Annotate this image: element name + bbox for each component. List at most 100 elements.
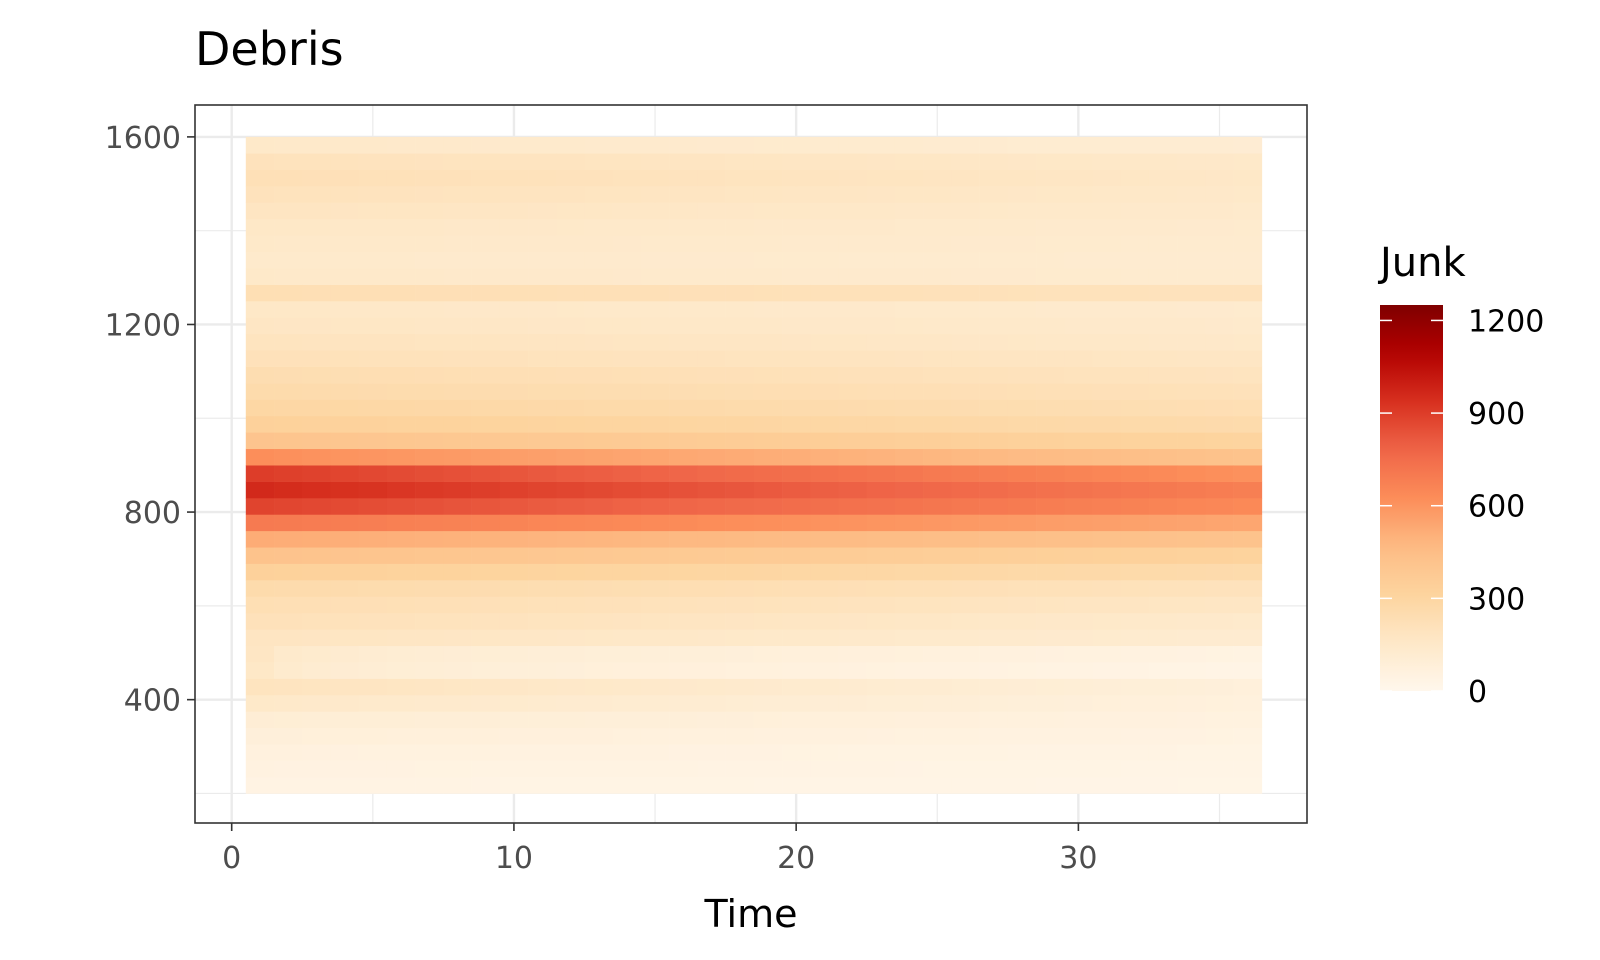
heatmap-cell [782,711,811,729]
heatmap-cell [386,563,416,581]
heatmap-cell [1120,153,1150,171]
heatmap-cell [415,268,444,285]
heatmap-cell [1148,186,1178,203]
heatmap-cell [753,678,783,696]
heatmap-cell [697,186,726,203]
heatmap-cell [1092,169,1122,187]
heatmap-cell [640,580,670,597]
heatmap-cell [471,580,501,597]
heatmap-cell [1036,432,1065,450]
heatmap-cell [1148,136,1178,154]
heatmap-cell [725,777,755,794]
heatmap-cell [1120,547,1150,564]
heatmap-cell [556,596,585,614]
heatmap-cell [358,301,388,318]
heatmap-cell [866,760,896,778]
heatmap-cell [415,465,444,482]
heatmap-cell [1205,202,1234,220]
heatmap-cell [528,547,557,564]
heatmap-cell [1120,580,1150,597]
heatmap-cell [1148,415,1178,433]
heatmap-cell [1007,399,1037,417]
heatmap-cell [1233,678,1263,696]
heatmap-cell [725,251,755,269]
heatmap-cell [725,481,755,499]
heatmap-cell [1233,727,1263,745]
heatmap-cell [1036,333,1065,351]
heatmap-cell [894,383,924,400]
heatmap-cell [697,678,726,696]
heatmap-cell [415,514,444,532]
heatmap-cell [556,432,585,450]
heatmap-cell [1036,136,1065,154]
heatmap-cell [894,366,924,384]
heatmap-cell [923,727,952,745]
heatmap-cell [1007,448,1037,466]
heatmap-cell [302,251,331,269]
heatmap-cell [274,596,303,614]
heatmap-cell [274,202,303,220]
heatmap-cell [866,153,896,171]
x-tick-label: 0 [222,841,241,876]
heatmap-cell [1177,218,1206,236]
heatmap-cell [1148,596,1178,614]
heatmap-cell [245,678,275,696]
heatmap-cell [1148,333,1178,351]
heatmap-cell [612,235,642,253]
heatmap-cell [923,580,952,597]
heatmap-cell [951,136,980,154]
heatmap-cell [1092,645,1122,663]
heatmap-cell [782,202,811,220]
heatmap-cell [330,612,359,630]
heatmap-cell [697,711,726,729]
heatmap-cell [782,498,811,515]
heatmap-cell [612,711,642,729]
heatmap-cell [894,777,924,794]
heatmap-cell [1064,136,1093,154]
heatmap-cell [1064,580,1093,597]
heatmap-cell [979,399,1009,417]
heatmap-cell [669,678,698,696]
heatmap-cell [782,645,811,663]
heatmap-cell [556,694,585,712]
heatmap-cell [1177,235,1206,253]
heatmap-cell [951,514,980,532]
heatmap-cell [1177,596,1206,614]
heatmap-cell [556,514,585,532]
heatmap-cell [612,629,642,647]
heatmap-cell [810,514,839,532]
heatmap-cell [1205,744,1234,761]
heatmap-cell [1177,415,1206,433]
heatmap-cell [697,727,726,745]
heatmap-cell [386,366,416,384]
heatmap-cell [1233,301,1263,318]
heatmap-cell [274,563,303,581]
heatmap-cell [894,153,924,171]
heatmap-cell [1233,547,1263,564]
heatmap-cell [274,777,303,794]
heatmap-cell [838,235,868,253]
heatmap-cell [1092,727,1122,745]
heatmap-cell [1120,350,1150,367]
heatmap-cell [923,612,952,630]
heatmap-cell [866,711,896,729]
heatmap-cell [894,186,924,203]
heatmap-cell [669,268,698,285]
heatmap-cell [1120,777,1150,794]
legend-tick-label: 0 [1468,675,1487,710]
heatmap-cell [640,563,670,581]
heatmap-cell [1064,317,1093,335]
heatmap-cell [951,284,980,302]
heatmap-cell [1036,366,1065,384]
heatmap-cell [1205,235,1234,253]
heatmap-cell [274,481,303,499]
heatmap-cell [1148,153,1178,171]
heatmap-cell [386,399,416,417]
heatmap-cell [612,251,642,269]
heatmap-cell [669,612,698,630]
heatmap-cell [1007,530,1037,548]
heatmap-cell [1092,612,1122,630]
heatmap-cell [528,136,557,154]
heatmap-cell [725,153,755,171]
heatmap-cell [782,530,811,548]
